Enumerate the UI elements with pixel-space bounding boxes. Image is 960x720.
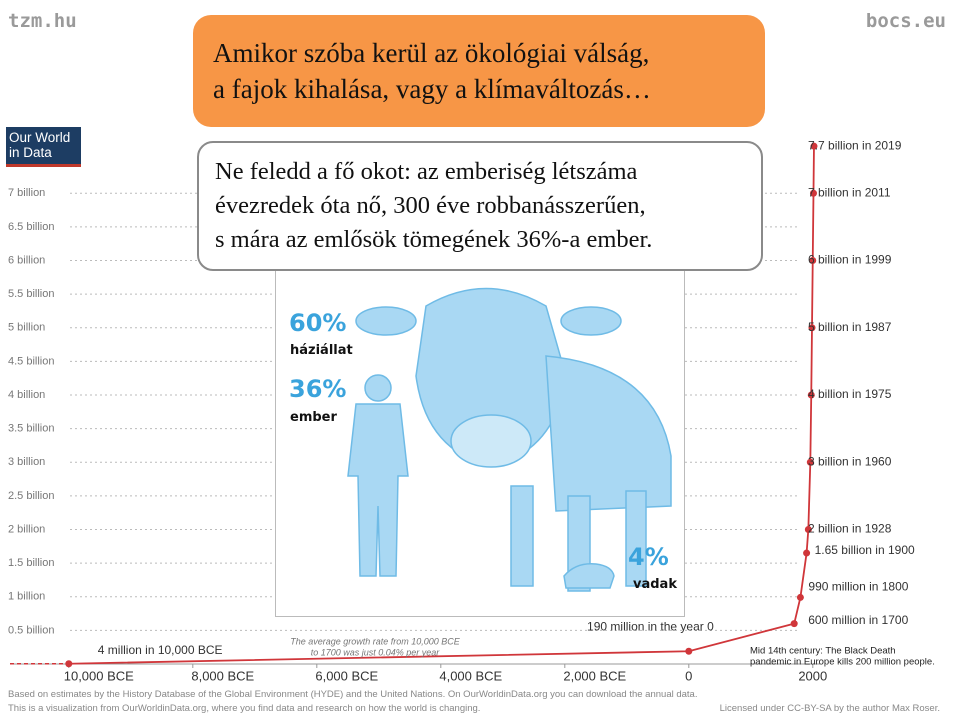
- data-point: [685, 647, 693, 655]
- x-tick-label: 2000: [798, 668, 827, 683]
- y-tick-label: 5.5 billion: [8, 288, 54, 300]
- license: Licensed under CC-BY-SA by the author Ma…: [719, 703, 940, 714]
- y-tick-label: 3 billion: [8, 456, 45, 468]
- y-tick-label: 0.5 billion: [8, 624, 54, 636]
- logo: Our World in Data: [6, 127, 81, 167]
- y-tick-label: 4.5 billion: [8, 355, 54, 367]
- callout-box: Ne feledd a fő okot: az emberiség létszá…: [197, 141, 763, 271]
- site-left: tzm.hu: [8, 10, 77, 32]
- x-tick-label: 4,000 BCE: [439, 668, 502, 683]
- y-tick-label: 7 billion: [8, 187, 45, 199]
- site-right: bocs.eu: [865, 10, 946, 32]
- y-tick-label: 4 billion: [8, 389, 45, 401]
- source-line: Based on estimates by the History Databa…: [8, 689, 698, 700]
- callout-line: s mára az emlősök tömegének 36%-a ember.: [215, 226, 653, 253]
- value-label: 3 billion in 1960: [808, 454, 892, 468]
- annotation: Mid 14th century: The Black Death: [750, 646, 896, 657]
- callout-line: Ne feledd a fő okot: az emberiség létszá…: [215, 158, 638, 185]
- data-point: [796, 593, 804, 601]
- data-point: [790, 620, 798, 628]
- data-point: [809, 189, 817, 197]
- data-point: [809, 257, 817, 264]
- x-tick-label: 8,000 BCE: [191, 668, 254, 683]
- value-label: 7 billion in 2011: [808, 185, 891, 199]
- share-value: 36%: [289, 375, 347, 403]
- y-tick-label: 1.5 billion: [8, 557, 54, 569]
- share-label: ember: [290, 410, 337, 425]
- value-label: 190 million in the year 0: [587, 619, 714, 633]
- value-label: 1.65 billion in 1900: [815, 543, 915, 557]
- data-point: [65, 660, 73, 668]
- data-point: [808, 324, 816, 332]
- callout-line: évezredek óta nő, 300 éve robbanásszerűe…: [215, 192, 646, 219]
- x-tick-label: 2,000 BCE: [563, 668, 626, 683]
- annotation: to 1700 was just 0.04% per year: [311, 647, 441, 657]
- data-point: [803, 549, 811, 557]
- population-line: [68, 146, 815, 665]
- y-tick-label: 6.5 billion: [8, 221, 54, 233]
- infographic: 60% háziállat 36% ember 4% vadak: [275, 265, 685, 617]
- y-tick-label: 1 billion: [8, 591, 45, 603]
- value-label: 2 billion in 1928: [808, 522, 892, 536]
- x-tick-label: 6,000 BCE: [315, 668, 378, 683]
- logo-line: in Data: [9, 145, 52, 160]
- share-label: vadak: [633, 577, 677, 592]
- headline-line: Amikor szóba kerül az ökológiai válság,: [213, 38, 650, 68]
- y-tick-label: 5 billion: [8, 322, 45, 334]
- data-point: [804, 526, 812, 533]
- value-label: 7.7 billion in 2019: [808, 138, 902, 152]
- infographic-art: [275, 265, 685, 617]
- x-tick-label: 0: [685, 668, 692, 683]
- value-label: 6 billion in 1999: [808, 253, 892, 267]
- y-tick-label: 2.5 billion: [8, 490, 54, 502]
- share-value: 4%: [628, 543, 669, 571]
- data-point: [810, 142, 818, 150]
- logo-line: Our World: [9, 130, 71, 145]
- y-tick-label: 3.5 billion: [8, 423, 54, 435]
- data-point: [806, 458, 814, 466]
- annotation: The average growth rate from 10,000 BCE: [290, 636, 461, 646]
- source-line: This is a visualization from OurWorldinD…: [8, 703, 481, 714]
- value-label: 600 million in 1700: [808, 613, 908, 627]
- value-label: 5 billion in 1987: [808, 320, 892, 334]
- y-tick-label: 2 billion: [8, 523, 45, 535]
- share-label: háziállat: [290, 343, 353, 358]
- value-label: 4 billion in 1975: [808, 387, 892, 401]
- headline-box: Amikor szóba kerül az ökológiai válság, …: [193, 15, 765, 127]
- headline-line: a fajok kihalása, vagy a klímaváltozás…: [213, 74, 651, 104]
- data-point: [807, 391, 815, 399]
- share-value: 60%: [289, 309, 347, 337]
- x-tick-label: 10,000 BCE: [64, 668, 134, 683]
- value-label: 4 million in 10,000 BCE: [98, 643, 223, 657]
- annotation: pandemic in Europe kills 200 million peo…: [750, 657, 935, 668]
- y-tick-label: 6 billion: [8, 254, 45, 266]
- value-label: 990 million in 1800: [808, 580, 908, 594]
